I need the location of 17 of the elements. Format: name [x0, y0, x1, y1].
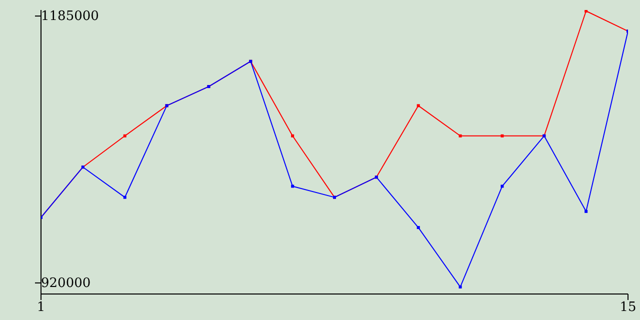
x-tick-label: 1	[36, 300, 46, 316]
y-tick-label: 920000	[41, 276, 91, 291]
point	[416, 104, 420, 108]
x-tick-label: 15	[620, 300, 636, 316]
line-series	[41, 30, 628, 288]
point	[500, 184, 504, 188]
point	[123, 196, 126, 199]
point	[291, 184, 294, 188]
point	[123, 134, 126, 138]
point	[584, 210, 588, 213]
point	[416, 226, 420, 230]
point	[458, 134, 462, 138]
y-tick-label: 1185000	[41, 9, 99, 24]
point	[458, 285, 462, 288]
point	[291, 134, 294, 138]
point	[500, 134, 504, 138]
point	[584, 10, 588, 13]
